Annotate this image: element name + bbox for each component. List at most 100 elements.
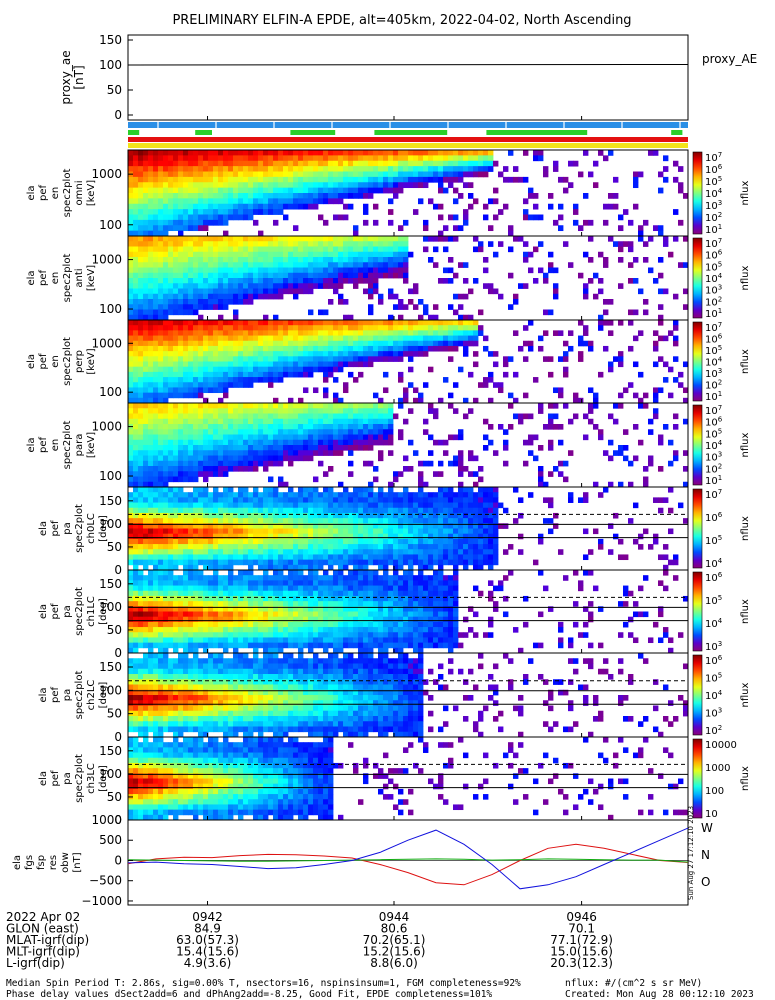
spectrogram-cell [398,257,404,263]
spectrogram-cell [433,533,439,540]
spectrogram-cell [633,361,639,368]
spectrogram-cell [303,502,309,509]
spectrogram-cell [168,304,174,310]
spectrogram-cell [303,320,309,326]
spectrogram-cell [218,209,224,215]
spectrogram-cell [618,356,624,362]
spectrogram-cell [208,176,214,183]
spectrogram-cell [243,335,249,342]
spectrogram-cell [138,345,144,352]
spectrogram-cell [378,397,384,404]
spectrogram-cell [428,533,434,540]
spectrogram-cell [268,460,274,467]
spectrogram-cell [273,166,279,172]
spectrogram-cell [323,351,329,357]
spectrogram-cell [523,356,529,362]
spectrogram-cell [128,481,134,488]
spectrogram-cell [243,246,249,253]
spectrogram-cell [288,512,294,519]
spectrogram-cell [373,559,379,566]
spectrogram-cell [188,476,194,483]
spectrogram-cell [658,187,664,194]
spectrogram-cell [308,502,314,509]
spectrogram-cell [233,241,239,247]
spectrogram-cell [248,320,254,326]
spectrogram-cell [338,176,344,183]
spectrogram-cell [343,564,349,571]
spectrogram-cell [193,160,199,167]
spectrogram-cell [498,387,504,394]
spectrogram-cell [158,203,164,210]
spectrogram-cell [633,309,639,316]
spectrogram-cell [338,481,344,488]
spectrogram-cell [283,246,289,253]
spectrogram-cell [433,497,439,503]
spectrogram-cell [203,330,209,336]
spectrogram-cell [218,267,224,274]
spectrogram-cell [158,345,164,352]
spectrogram-cell [258,160,264,167]
spectrogram-cell [148,413,154,420]
spectrogram-cell [223,299,229,305]
spectrogram-cell [258,403,264,409]
spectrogram-cell [363,460,369,467]
spectrogram-cell [423,518,429,524]
spectrogram-cell [543,424,549,430]
spectrogram-cell [328,182,334,189]
spectrogram-cell [238,434,244,441]
ylabel-line: en [50,272,61,285]
spectrogram-cell [253,554,259,561]
spectrogram-cell [368,182,374,189]
spectrogram-cell [383,497,389,503]
spectrogram-cell [148,538,154,545]
spectrogram-cell [183,262,189,268]
spectrogram-cell [238,559,244,566]
spectrogram-cell [128,512,134,519]
spectrogram-cell [298,533,304,540]
spectrogram-cell [258,251,264,258]
spectrogram-cell [258,209,264,215]
spectrogram-cell [153,325,159,331]
spectrogram-cell [158,241,164,247]
spectrogram-cell [153,377,159,383]
spectrogram-cell [358,413,364,420]
spectrogram-cell [218,166,224,172]
spectrogram-cell [313,559,319,566]
spectrogram-cell [373,272,379,279]
spectrogram-cell [263,251,269,258]
spectrogram-cell [218,492,224,498]
spectrogram-cell [263,564,269,571]
spectrogram-cell [188,288,194,295]
spectrogram-cell [163,403,169,409]
spectrogram-cell [443,544,449,550]
spectrogram-cell [223,356,229,362]
spectrogram-cell [333,429,339,435]
spectrogram-cell [283,533,289,540]
spectrogram-cell [643,528,649,535]
spectrogram-cell [258,272,264,279]
spectrogram-cell [288,182,294,189]
spectrogram-cell [143,487,149,493]
spectrogram-cell [298,198,304,205]
spectrogram-cell [353,434,359,441]
spectrogram-cell [188,512,194,519]
spectrogram-cell [368,502,374,509]
spectrogram-cell [243,176,249,183]
spectrogram-cell [383,171,389,178]
spectrogram-cell [638,439,644,446]
spectrogram-cell [678,219,684,226]
spectrogram-cell [293,325,299,331]
spectrogram-cell [413,325,419,331]
spectrogram-cell [168,236,174,242]
spectrogram-cell [218,403,224,409]
spectrogram-cell [153,361,159,368]
spectrogram-cell [353,257,359,263]
spectrogram-cell [253,325,259,331]
spectrogram-cell [323,262,329,268]
spectrogram-cell [198,330,204,336]
spectrogram-cell [223,214,229,221]
spectrogram-cell [623,209,629,215]
spectrogram-cell [233,533,239,540]
spectrogram-cell [653,397,659,404]
spectrogram-cell [188,528,194,535]
